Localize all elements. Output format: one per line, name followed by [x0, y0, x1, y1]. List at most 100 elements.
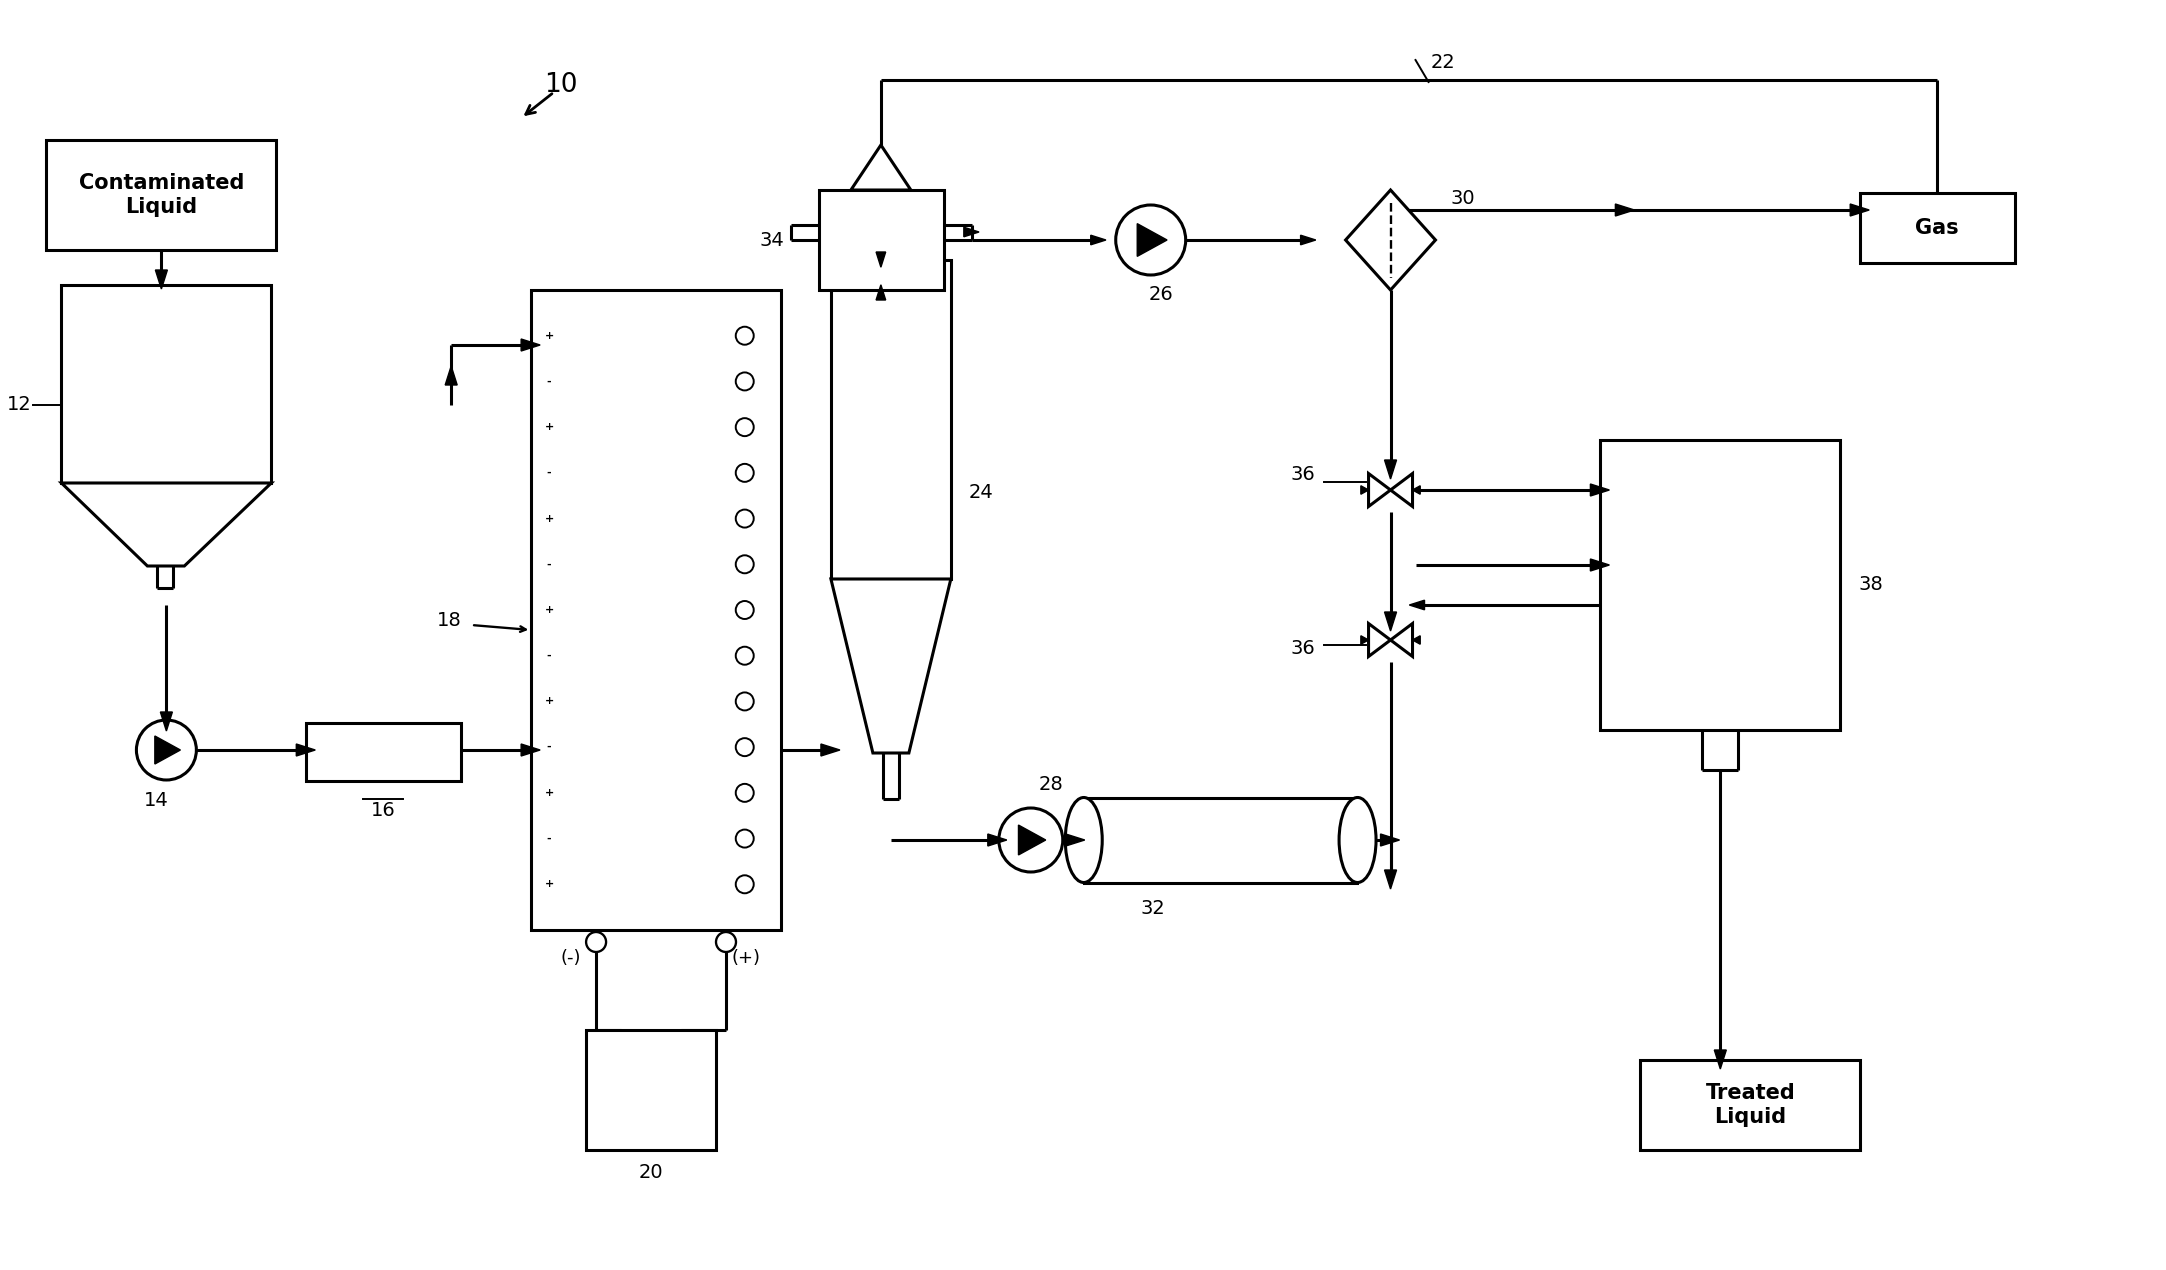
Polygon shape: [964, 227, 979, 236]
Circle shape: [736, 464, 754, 481]
Polygon shape: [1018, 826, 1046, 855]
Text: 28: 28: [1038, 776, 1064, 795]
Text: 16: 16: [370, 801, 396, 820]
Bar: [819, 190, 944, 290]
Text: (+): (+): [732, 949, 760, 966]
Polygon shape: [1412, 636, 1421, 644]
Polygon shape: [832, 579, 951, 753]
Circle shape: [136, 720, 197, 780]
Text: +: +: [544, 513, 554, 523]
Text: 12: 12: [6, 395, 32, 414]
Polygon shape: [1369, 624, 1391, 657]
Polygon shape: [522, 339, 539, 351]
Polygon shape: [1713, 1050, 1726, 1069]
Polygon shape: [1300, 235, 1315, 245]
Ellipse shape: [1339, 798, 1375, 883]
Circle shape: [999, 808, 1064, 872]
Text: Gas: Gas: [1915, 218, 1958, 237]
Polygon shape: [297, 744, 316, 756]
Circle shape: [736, 692, 754, 710]
Circle shape: [736, 601, 754, 618]
Polygon shape: [1412, 485, 1421, 494]
Text: 10: 10: [544, 72, 578, 98]
Text: -: -: [546, 376, 552, 386]
Polygon shape: [1380, 834, 1399, 846]
Polygon shape: [154, 737, 180, 765]
Circle shape: [736, 738, 754, 756]
Text: 30: 30: [1451, 188, 1475, 207]
Bar: [1861, 193, 2014, 263]
Polygon shape: [1616, 204, 1635, 216]
Polygon shape: [1410, 601, 1425, 610]
Text: 36: 36: [1291, 466, 1315, 484]
Text: 22: 22: [1430, 52, 1456, 71]
Ellipse shape: [1066, 798, 1102, 883]
Circle shape: [1115, 204, 1185, 276]
Polygon shape: [1369, 474, 1391, 507]
Polygon shape: [875, 251, 886, 267]
Polygon shape: [1360, 485, 1369, 494]
Polygon shape: [1137, 224, 1167, 257]
Text: 38: 38: [1858, 575, 1882, 594]
Circle shape: [736, 418, 754, 436]
Circle shape: [587, 932, 606, 952]
Circle shape: [736, 326, 754, 344]
Polygon shape: [1092, 235, 1107, 245]
Text: -: -: [546, 467, 552, 478]
Text: 32: 32: [1139, 898, 1165, 917]
Polygon shape: [1850, 204, 1869, 216]
Circle shape: [736, 875, 754, 893]
Circle shape: [736, 372, 754, 390]
Text: 18: 18: [435, 611, 461, 630]
Polygon shape: [446, 366, 457, 385]
Text: -: -: [546, 559, 552, 569]
Text: -: -: [546, 833, 552, 843]
Polygon shape: [1066, 834, 1085, 846]
Polygon shape: [1384, 612, 1397, 631]
Bar: [1083, 798, 1356, 883]
Text: Contaminated
Liquid: Contaminated Liquid: [78, 174, 245, 217]
Text: -: -: [546, 650, 552, 660]
Bar: [531, 290, 782, 930]
Bar: [45, 140, 277, 250]
Polygon shape: [875, 284, 886, 300]
Circle shape: [736, 784, 754, 801]
Text: +: +: [544, 605, 554, 615]
Polygon shape: [1590, 559, 1609, 572]
Bar: [305, 723, 461, 781]
Text: +: +: [544, 787, 554, 798]
Text: +: +: [544, 422, 554, 432]
Polygon shape: [1391, 474, 1412, 507]
Text: +: +: [544, 330, 554, 340]
Text: (-): (-): [561, 949, 580, 966]
Text: 24: 24: [968, 483, 994, 502]
Circle shape: [736, 829, 754, 847]
Circle shape: [736, 509, 754, 527]
Circle shape: [717, 932, 736, 952]
Bar: [832, 260, 951, 579]
Polygon shape: [988, 834, 1007, 846]
Polygon shape: [522, 744, 539, 756]
Text: -: -: [546, 742, 552, 752]
Text: +: +: [544, 696, 554, 706]
Polygon shape: [821, 744, 840, 756]
Circle shape: [736, 555, 754, 573]
Bar: [1601, 439, 1841, 730]
Bar: [587, 1030, 717, 1151]
Polygon shape: [1345, 190, 1436, 290]
Polygon shape: [1360, 636, 1369, 644]
Bar: [1640, 1060, 1861, 1151]
Text: 36: 36: [1291, 639, 1315, 658]
Text: Treated
Liquid: Treated Liquid: [1705, 1083, 1796, 1126]
Polygon shape: [1384, 870, 1397, 889]
Text: 26: 26: [1148, 286, 1174, 305]
Text: 14: 14: [143, 790, 169, 809]
Polygon shape: [851, 145, 912, 190]
Polygon shape: [1384, 460, 1397, 479]
Polygon shape: [156, 271, 167, 290]
Circle shape: [736, 646, 754, 664]
Polygon shape: [61, 483, 271, 566]
Polygon shape: [1590, 484, 1609, 497]
Polygon shape: [160, 712, 173, 732]
Text: 34: 34: [760, 230, 784, 249]
